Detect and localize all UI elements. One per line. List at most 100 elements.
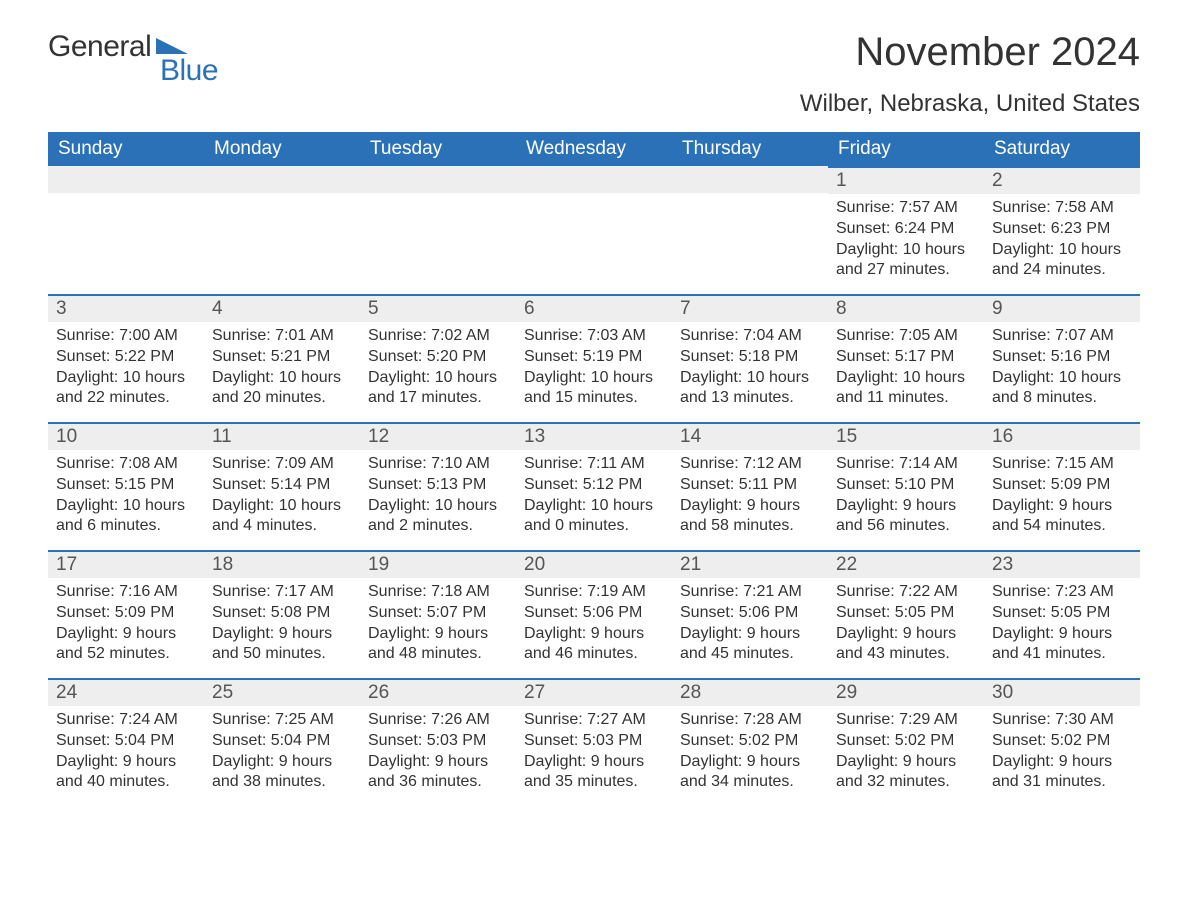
day-details: Sunrise: 7:57 AMSunset: 6:24 PMDaylight:… [828,194,984,287]
day-details: Sunrise: 7:25 AMSunset: 5:04 PMDaylight:… [204,706,360,799]
day-dl1: Daylight: 10 hours [992,368,1132,389]
day-number-empty [204,166,360,193]
calendar-day-cell: 20Sunrise: 7:19 AMSunset: 5:06 PMDayligh… [516,550,672,678]
day-dl1: Daylight: 9 hours [992,496,1132,517]
day-dl2: and 24 minutes. [992,260,1132,281]
day-number: 3 [48,296,204,322]
day-sunrise: Sunrise: 7:21 AM [680,582,820,603]
day-number: 27 [516,680,672,706]
day-details: Sunrise: 7:24 AMSunset: 5:04 PMDaylight:… [48,706,204,799]
day-details: Sunrise: 7:28 AMSunset: 5:02 PMDaylight:… [672,706,828,799]
day-dl2: and 27 minutes. [836,260,976,281]
day-number: 22 [828,552,984,578]
calendar-day-cell: 17Sunrise: 7:16 AMSunset: 5:09 PMDayligh… [48,550,204,678]
calendar-day-cell: 25Sunrise: 7:25 AMSunset: 5:04 PMDayligh… [204,678,360,806]
calendar-day-cell [204,166,360,294]
day-sunset: Sunset: 5:19 PM [524,347,664,368]
day-number: 28 [672,680,828,706]
day-dl1: Daylight: 9 hours [992,752,1132,773]
day-details: Sunrise: 7:10 AMSunset: 5:13 PMDaylight:… [360,450,516,543]
day-sunset: Sunset: 6:24 PM [836,219,976,240]
day-dl1: Daylight: 9 hours [56,624,196,645]
day-sunset: Sunset: 5:02 PM [992,731,1132,752]
calendar-day-cell: 6Sunrise: 7:03 AMSunset: 5:19 PMDaylight… [516,294,672,422]
calendar-day-cell: 13Sunrise: 7:11 AMSunset: 5:12 PMDayligh… [516,422,672,550]
calendar-day-cell [672,166,828,294]
day-dl2: and 6 minutes. [56,516,196,537]
day-sunrise: Sunrise: 7:23 AM [992,582,1132,603]
day-sunrise: Sunrise: 7:11 AM [524,454,664,475]
weekday-header: Monday [204,132,360,166]
day-dl1: Daylight: 10 hours [212,496,352,517]
day-details: Sunrise: 7:14 AMSunset: 5:10 PMDaylight:… [828,450,984,543]
day-number: 16 [984,424,1140,450]
day-dl2: and 56 minutes. [836,516,976,537]
day-sunset: Sunset: 5:21 PM [212,347,352,368]
day-details: Sunrise: 7:27 AMSunset: 5:03 PMDaylight:… [516,706,672,799]
calendar-week-row: 3Sunrise: 7:00 AMSunset: 5:22 PMDaylight… [48,294,1140,422]
day-sunset: Sunset: 6:23 PM [992,219,1132,240]
day-number-empty [516,166,672,193]
day-number: 6 [516,296,672,322]
day-sunrise: Sunrise: 7:02 AM [368,326,508,347]
day-details: Sunrise: 7:26 AMSunset: 5:03 PMDaylight:… [360,706,516,799]
day-sunrise: Sunrise: 7:17 AM [212,582,352,603]
day-sunset: Sunset: 5:17 PM [836,347,976,368]
day-sunset: Sunset: 5:02 PM [680,731,820,752]
day-dl2: and 38 minutes. [212,772,352,793]
day-dl1: Daylight: 9 hours [836,624,976,645]
logo: General Blue [48,30,151,86]
day-dl1: Daylight: 10 hours [836,368,976,389]
day-dl2: and 20 minutes. [212,388,352,409]
day-dl1: Daylight: 9 hours [680,624,820,645]
day-sunrise: Sunrise: 7:09 AM [212,454,352,475]
calendar-day-cell: 29Sunrise: 7:29 AMSunset: 5:02 PMDayligh… [828,678,984,806]
day-dl1: Daylight: 10 hours [56,368,196,389]
day-dl2: and 0 minutes. [524,516,664,537]
day-dl2: and 13 minutes. [680,388,820,409]
day-dl2: and 8 minutes. [992,388,1132,409]
day-details: Sunrise: 7:23 AMSunset: 5:05 PMDaylight:… [984,578,1140,671]
day-dl1: Daylight: 10 hours [524,496,664,517]
day-details: Sunrise: 7:09 AMSunset: 5:14 PMDaylight:… [204,450,360,543]
day-dl1: Daylight: 9 hours [836,752,976,773]
day-number: 4 [204,296,360,322]
day-dl1: Daylight: 10 hours [368,496,508,517]
day-details: Sunrise: 7:11 AMSunset: 5:12 PMDaylight:… [516,450,672,543]
day-dl1: Daylight: 9 hours [524,752,664,773]
day-sunset: Sunset: 5:22 PM [56,347,196,368]
day-dl2: and 43 minutes. [836,644,976,665]
calendar-day-cell [48,166,204,294]
calendar-day-cell: 8Sunrise: 7:05 AMSunset: 5:17 PMDaylight… [828,294,984,422]
day-dl1: Daylight: 10 hours [992,240,1132,261]
day-dl2: and 11 minutes. [836,388,976,409]
day-sunrise: Sunrise: 7:10 AM [368,454,508,475]
calendar-day-cell: 28Sunrise: 7:28 AMSunset: 5:02 PMDayligh… [672,678,828,806]
day-details: Sunrise: 7:29 AMSunset: 5:02 PMDaylight:… [828,706,984,799]
day-number-empty [360,166,516,193]
day-number: 5 [360,296,516,322]
day-number: 30 [984,680,1140,706]
calendar-day-cell [360,166,516,294]
day-sunrise: Sunrise: 7:25 AM [212,710,352,731]
logo-text-general: General [48,30,151,64]
day-dl1: Daylight: 9 hours [56,752,196,773]
day-number: 21 [672,552,828,578]
calendar-day-cell: 3Sunrise: 7:00 AMSunset: 5:22 PMDaylight… [48,294,204,422]
day-details: Sunrise: 7:16 AMSunset: 5:09 PMDaylight:… [48,578,204,671]
day-dl2: and 17 minutes. [368,388,508,409]
day-number: 12 [360,424,516,450]
day-dl2: and 4 minutes. [212,516,352,537]
calendar-day-cell: 5Sunrise: 7:02 AMSunset: 5:20 PMDaylight… [360,294,516,422]
calendar-day-cell: 11Sunrise: 7:09 AMSunset: 5:14 PMDayligh… [204,422,360,550]
day-dl2: and 32 minutes. [836,772,976,793]
day-sunrise: Sunrise: 7:29 AM [836,710,976,731]
day-sunrise: Sunrise: 7:27 AM [524,710,664,731]
calendar-day-cell [516,166,672,294]
day-number: 2 [984,168,1140,194]
day-dl1: Daylight: 10 hours [368,368,508,389]
day-dl2: and 40 minutes. [56,772,196,793]
calendar-day-cell: 24Sunrise: 7:24 AMSunset: 5:04 PMDayligh… [48,678,204,806]
weekday-header: Friday [828,132,984,166]
location-subtitle: Wilber, Nebraska, United States [48,90,1140,118]
